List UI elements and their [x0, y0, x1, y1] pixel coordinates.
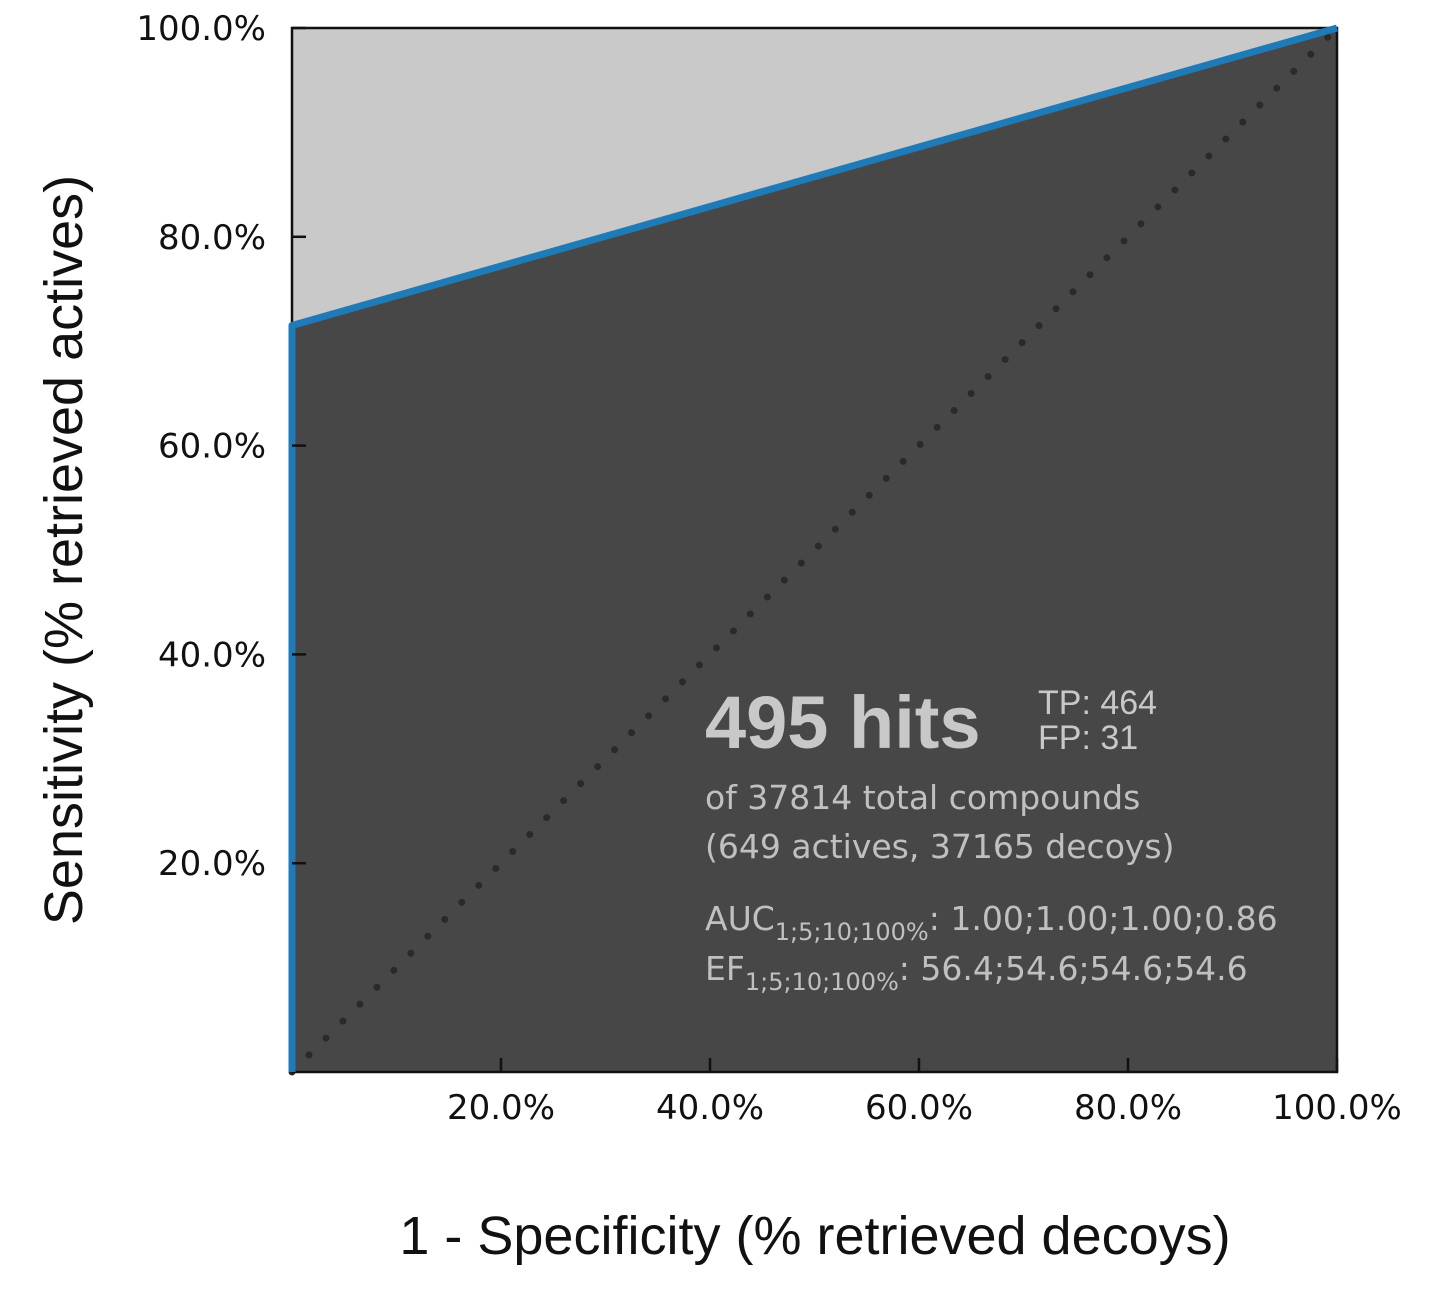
x-tick-label: 40.0% [656, 1088, 764, 1128]
plot-area [288, 24, 1341, 1076]
y-tick-label: 60.0% [158, 427, 266, 467]
hits-count: 495 hits [705, 681, 981, 764]
auc-subscript: 1;5;10;100% [775, 918, 929, 946]
auc-line: AUC1;5;10;100%: 1.00;1.00;1.00;0.86 [705, 899, 1278, 946]
true-positives: TP: 464 [1038, 684, 1157, 722]
y-tick-label: 80.0% [158, 218, 266, 258]
ef-subscript: 1;5;10;100% [745, 968, 899, 996]
total-compounds: of 37814 total compounds [705, 778, 1140, 817]
x-tick-label: 20.0% [447, 1088, 555, 1128]
y-tick-label: 20.0% [158, 844, 266, 884]
ef-label: EF [705, 949, 745, 988]
x-tick-label: 60.0% [865, 1088, 973, 1128]
x-tick-label: 80.0% [1074, 1088, 1182, 1128]
y-tick-label: 40.0% [158, 635, 266, 675]
y-tick-label: 100.0% [136, 9, 266, 49]
area-under-curve [292, 28, 1337, 1072]
ef-values: : 56.4;54.6;54.6;54.6 [899, 949, 1248, 988]
ef-line: EF1;5;10;100%: 56.4;54.6;54.6;54.6 [705, 949, 1248, 996]
auc-label: AUC [705, 899, 775, 938]
auc-values: : 1.00;1.00;1.00;0.86 [929, 899, 1278, 938]
hits-annotation: 495 hits TP: 464 FP: 31 of 37814 total c… [705, 681, 1278, 996]
roc-curve [288, 24, 1338, 1072]
axes: 20.0% 40.0% 60.0% 80.0% 100.0% 20.0% 40.0% 60.0… [136, 9, 1401, 1128]
x-tick-label: 100.0% [1272, 1088, 1402, 1128]
y-axis-title: Sensitivity (% retrieved actives) [34, 175, 94, 925]
x-axis-title: 1 - Specificity (% retrieved decoys) [399, 1206, 1230, 1266]
false-positives: FP: 31 [1038, 719, 1138, 757]
compound-composition: (649 actives, 37165 decoys) [705, 827, 1174, 866]
